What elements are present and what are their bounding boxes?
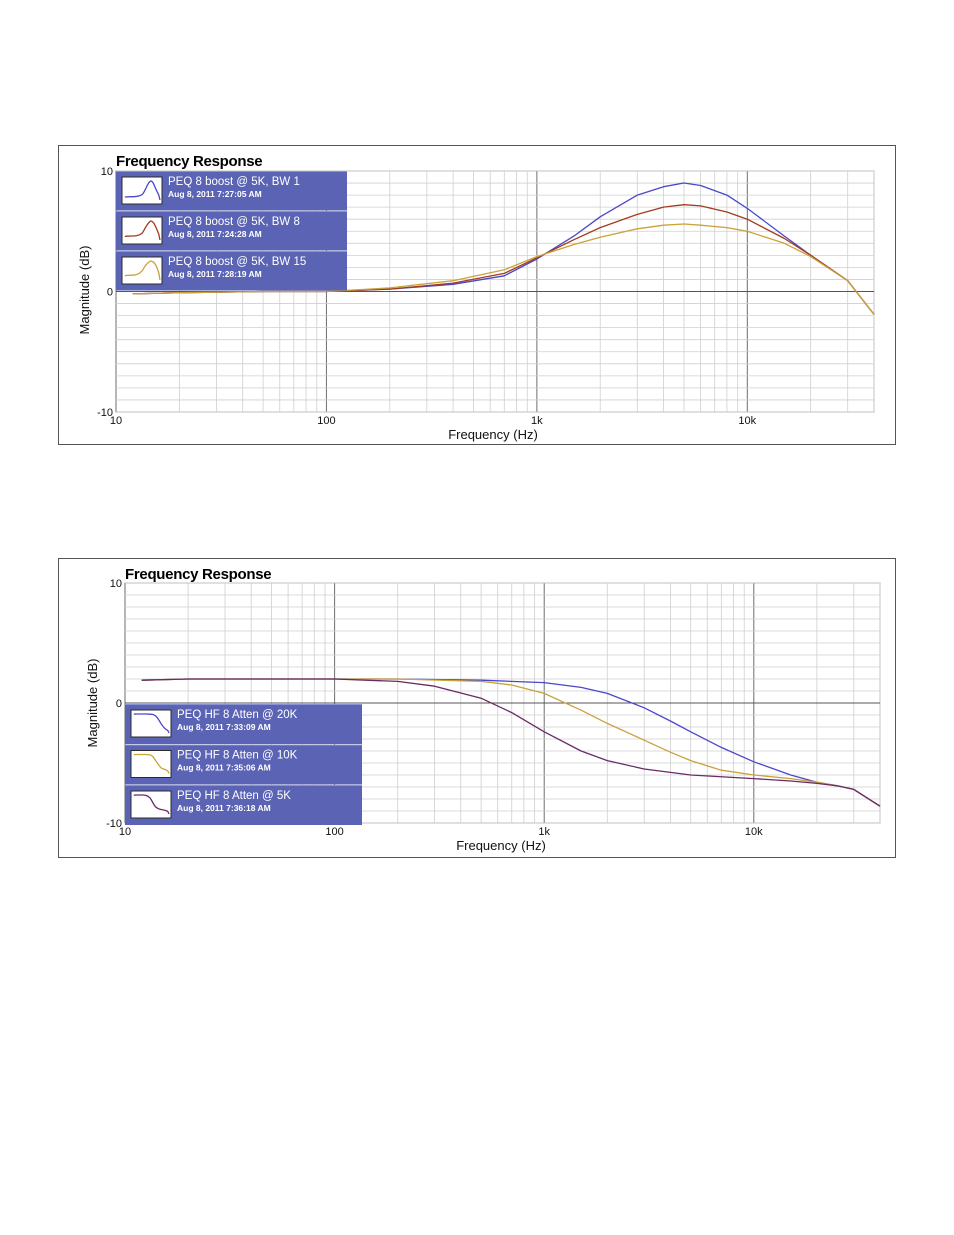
chart-1-title: Frequency Response [116,153,262,170]
legend-thumbnail [121,176,163,205]
legend-thumbnail-curve [124,180,161,201]
legend-series-date: Aug 8, 2011 7:27:05 AM [168,189,262,199]
chart-2-y-axis-label: Magnitude (dB) [85,659,100,748]
legend-thumbnail [121,216,163,245]
legend-series-date: Aug 8, 2011 7:36:18 AM [177,803,271,813]
legend-series-date: Aug 8, 2011 7:33:09 AM [177,722,271,732]
chart-2-series-layer [141,678,881,807]
legend-series-name: PEQ 8 boost @ 5K, BW 1 [168,176,300,188]
x-tick-label: 10k [738,415,756,427]
legend-series-date: Aug 8, 2011 7:35:06 AM [177,763,271,773]
y-tick-label: 0 [116,698,122,710]
legend-item-highlight [116,251,347,252]
legend-series-name: PEQ HF 8 Atten @ 5K [177,790,291,802]
legend-thumbnail-curve [133,794,170,815]
x-tick-label: 10 [119,826,131,838]
legend-series-name: PEQ 8 boost @ 5K, BW 15 [168,256,306,268]
chart-1-y-axis-label: Magnitude (dB) [77,246,92,335]
legend-series-name: PEQ HF 8 Atten @ 10K [177,750,298,762]
x-tick-label: 1k [538,826,550,838]
y-tick-label: -10 [106,818,122,830]
legend-thumbnail-curve [124,260,161,281]
x-tick-label: 10 [110,415,122,427]
legend-series-date: Aug 8, 2011 7:28:19 AM [168,269,262,279]
chart-1-x-axis-label: Frequency (Hz) [448,427,538,442]
legend-item-highlight [125,785,362,786]
frequency-response-chart-2: 10 100 1k 10k 10 0 -10 PEQ HF 8 Atten @ 20K Aug… [58,558,896,858]
legend-series-name: PEQ 8 boost @ 5K, BW 8 [168,216,300,228]
x-tick-label: 100 [325,826,343,838]
chart-2-x-axis-label: Frequency (Hz) [456,838,546,853]
series-line-3 [132,223,875,315]
chart-1-series-layer [132,182,875,315]
legend-series-date: Aug 8, 2011 7:24:28 AM [168,229,262,239]
series-line-3 [141,678,881,807]
legend-thumbnail-curve [124,220,161,241]
legend-item-highlight [125,744,362,746]
x-tick-label: 1k [531,415,543,427]
x-tick-label: 100 [317,415,335,427]
y-tick-label: 0 [107,287,113,299]
y-tick-label: 10 [110,578,122,590]
x-tick-label: 10k [745,826,763,838]
chart-2-title: Frequency Response [125,566,271,583]
legend-item-highlight [116,211,347,212]
y-tick-label: 10 [101,166,113,178]
legend-thumbnail-curve [133,713,170,734]
legend-item-highlight [125,704,362,705]
legend-item-highlight [116,171,347,172]
legend-series-name: PEQ HF 8 Atten @ 20K [177,709,298,721]
legend-thumbnail-curve [133,753,170,774]
y-tick-label: -10 [97,407,113,419]
